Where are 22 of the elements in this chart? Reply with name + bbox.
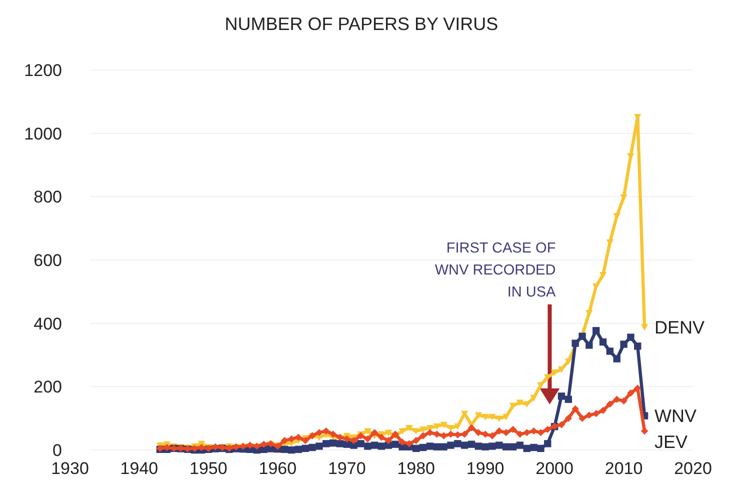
y-tick-label: 200 xyxy=(34,378,62,397)
x-tick-label: 1990 xyxy=(466,459,504,478)
x-tick-label: 2010 xyxy=(604,459,643,478)
series-label: DENV xyxy=(654,317,705,338)
x-tick-label: 2000 xyxy=(536,459,574,478)
y-tick-label: 1200 xyxy=(24,60,62,80)
y-tick-label: 400 xyxy=(34,314,62,334)
x-tick-label: 1960 xyxy=(258,459,297,478)
x-tick-label: 1940 xyxy=(120,459,158,478)
series-label: WNV xyxy=(654,406,697,426)
series-label: JEV xyxy=(654,432,688,452)
y-tick-label: 600 xyxy=(34,250,62,270)
x-tick-label: 1980 xyxy=(397,459,436,478)
chart-title: NUMBER OF PAPERS BY VIRUS xyxy=(224,14,498,34)
x-tick-label: 1950 xyxy=(190,459,228,478)
y-tick-label: 0 xyxy=(52,440,62,460)
x-tick-label: 1970 xyxy=(328,459,366,478)
y-tick-label: 800 xyxy=(34,188,62,207)
x-tick-label: 1930 xyxy=(51,459,89,478)
y-tick-label: 1000 xyxy=(24,124,62,144)
annotation: FIRST CASE OF WNV RECORDED IN USA xyxy=(434,240,556,300)
x-tick-label: 2020 xyxy=(674,459,712,478)
